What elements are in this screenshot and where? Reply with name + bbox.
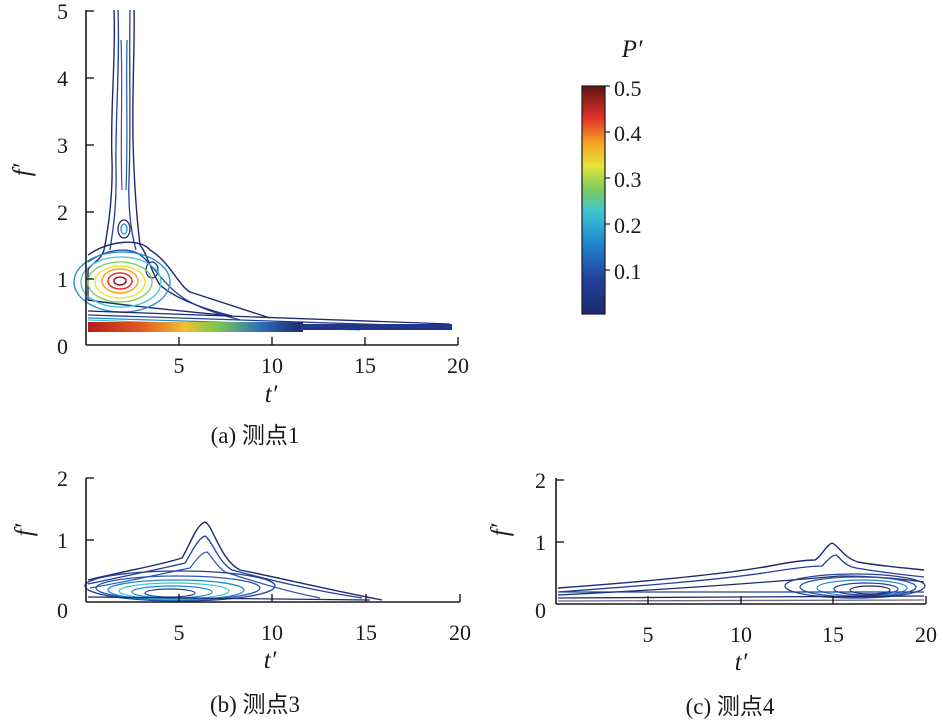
- contour-b-ring-6: [144, 588, 196, 598]
- xlabel-b: t′: [264, 647, 277, 674]
- ytick-b-0: 0: [57, 598, 68, 623]
- contour-a-hot-band-tail: [300, 324, 452, 330]
- contour-a-blob-5: [101, 268, 139, 294]
- contour-a-node-1: [117, 219, 131, 239]
- contour-c-peak-outer: [557, 542, 925, 589]
- contour-c-peak-2: [557, 554, 925, 593]
- contour-b-peak-3: [89, 551, 321, 599]
- ytick-c-0: 0: [535, 598, 546, 623]
- axis-c-ticks: [556, 479, 927, 604]
- xtick-c-5: 5: [643, 622, 654, 647]
- contour-b-ring-4: [118, 582, 230, 600]
- ylabel-c: f′: [487, 523, 514, 536]
- contour-a-spike-2: [109, 9, 137, 251]
- contour-a-spike-3: [120, 39, 128, 191]
- contour-a-tail-1: [87, 310, 451, 325]
- colorbar: P′ 0.5 0.4 0.3 0.2 0.1: [581, 36, 643, 315]
- colorbar-tick-0.5: 0.5: [614, 76, 642, 101]
- axis-a-xticks: [178, 337, 459, 345]
- contour-b-base: [87, 596, 371, 601]
- ytick-a-5: 5: [57, 0, 68, 24]
- xtick-b-10: 10: [261, 620, 283, 645]
- panel-b-contours: [84, 521, 383, 602]
- panel-a: 5 10 15 20 0 1 2 3 4 5 t′ f′ (a) 测点1: [9, 0, 469, 448]
- xtick-a-15: 15: [354, 353, 376, 378]
- colorbar-tick-0.3: 0.3: [614, 167, 642, 192]
- xtick-b-15: 15: [355, 620, 377, 645]
- ytick-b-1: 1: [57, 528, 68, 553]
- xtick-c-20: 20: [915, 622, 937, 647]
- panel-a-contours: [73, 9, 453, 331]
- ytick-b-2: 2: [57, 466, 68, 491]
- contour-b-ring-5: [131, 585, 213, 599]
- xlabel-a: t′: [265, 381, 278, 408]
- ytick-c-2: 2: [535, 468, 546, 493]
- contour-a-wedge-2: [87, 249, 241, 321]
- xtick-c-15: 15: [822, 622, 844, 647]
- ylabel-b: f′: [11, 523, 38, 536]
- caption-b: (b) 测点3: [210, 692, 300, 717]
- contour-c-ring-5: [849, 585, 891, 595]
- contour-b-peak-outer: [87, 521, 383, 601]
- xlabel-c: t′: [735, 649, 748, 676]
- ytick-a-4: 4: [57, 66, 68, 91]
- colorbar-ticks: [605, 85, 610, 271]
- ytick-a-0: 0: [57, 334, 68, 359]
- contour-c-ring-4: [833, 582, 899, 596]
- contour-a-node-2: [120, 223, 128, 235]
- xtick-a-10: 10: [261, 353, 283, 378]
- xtick-a-5: 5: [174, 353, 185, 378]
- colorbar-tick-0.2: 0.2: [614, 213, 642, 238]
- panel-b: 5 10 15 20 0 1 2 t′ f′ (b) 测点3: [11, 466, 471, 717]
- contour-a-spike-outer: [87, 9, 233, 317]
- contour-a-blob-6: [107, 272, 133, 290]
- ytick-a-2: 2: [57, 200, 68, 225]
- contour-a-hot-band: [88, 322, 303, 332]
- contour-c-band-1: [557, 575, 925, 596]
- contour-b-ring-1: [84, 570, 276, 602]
- colorbar-tick-0.4: 0.4: [614, 121, 642, 146]
- contour-b-peak-2: [87, 535, 363, 599]
- contour-a-blob-3: [87, 261, 153, 303]
- ytick-a-3: 3: [57, 133, 68, 158]
- panel-c: 5 10 15 20 0 1 2 t′ f′ (c) 测点4: [487, 468, 937, 719]
- caption-a: (a) 测点1: [211, 423, 300, 448]
- ylabel-a: f′: [9, 163, 36, 176]
- xtick-b-20: 20: [449, 620, 471, 645]
- xtick-c-10: 10: [730, 622, 752, 647]
- colorbar-label: P′: [621, 36, 643, 63]
- contour-a-blob-4: [94, 265, 146, 299]
- panel-c-contours: [557, 542, 926, 602]
- xtick-b-5: 5: [174, 620, 185, 645]
- contour-b-ring-3: [107, 579, 245, 601]
- contour-c-ring-1: [784, 573, 926, 599]
- contour-a-blob-7: [113, 276, 127, 286]
- caption-c: (c) 测点4: [686, 694, 775, 719]
- ytick-c-1: 1: [535, 530, 546, 555]
- contour-a-blob-2: [80, 256, 162, 308]
- colorbar-gradient: [581, 85, 606, 315]
- axis-b-ticks: [86, 477, 461, 602]
- contour-a-wedge-outer: [87, 241, 271, 319]
- ytick-a-1: 1: [57, 267, 68, 292]
- axis-a-yticks: [86, 10, 94, 280]
- colorbar-tick-0.1: 0.1: [614, 259, 642, 284]
- xtick-a-20: 20: [447, 353, 469, 378]
